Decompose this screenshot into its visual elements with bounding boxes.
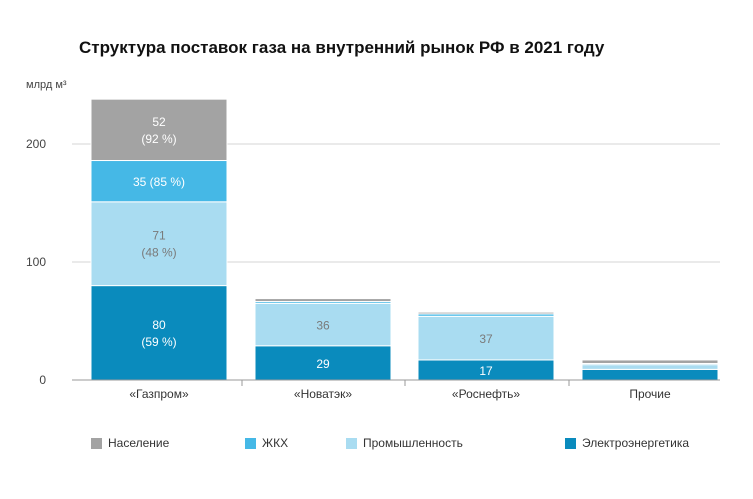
- legend-label-elektroenergetika: Электроэнергетика: [582, 436, 690, 450]
- data-label-0-0: 80: [152, 318, 166, 332]
- data-sublabel-1-0: (48 %): [141, 246, 176, 260]
- legend-label-promyshlennost: Промышленность: [363, 436, 463, 450]
- y-axis-label: млрд м³: [26, 79, 67, 91]
- y-tick-label-200: 200: [26, 137, 46, 151]
- legend: Население ЖКХ Промышленность Электроэнер…: [0, 436, 753, 456]
- x-tick-label-1: «Новатэк»: [294, 387, 353, 401]
- bar-0-1: [254, 345, 392, 381]
- bar-1-2: [417, 315, 555, 361]
- legend-swatch-naselenie: [91, 437, 102, 449]
- bar-3-0: [90, 98, 228, 162]
- bar-0-3: [581, 368, 719, 381]
- data-label-3-0: 52: [152, 115, 166, 129]
- bar-1-0: [90, 201, 228, 287]
- bars-layer: [90, 98, 719, 381]
- labels-layer: 80 (59 %) 29 17 71 (48 %) 36 37 35 (85 %) 52 (92 %…: [133, 115, 493, 378]
- data-label-0-2: 17: [479, 364, 493, 378]
- bar-3-3: [581, 359, 719, 364]
- chart-title: Структура поставок газа на внутренний ры…: [79, 38, 605, 57]
- bar-1-1: [254, 302, 392, 347]
- data-label-1-2: 37: [479, 332, 493, 346]
- data-sublabel-0-0: (59 %): [141, 335, 176, 349]
- legend-item-naselenie: Население: [91, 436, 169, 450]
- data-label-1-0: 71: [152, 229, 166, 243]
- x-tick-label-0: «Газпром»: [129, 387, 189, 401]
- bar-0-0: [90, 285, 228, 381]
- data-sublabel-3-0: (92 %): [141, 132, 176, 146]
- axis-layer: 0 100 200 млрд м³ «Газпром» «Новатэк» «Роснефт…: [26, 79, 720, 401]
- legend-item-promyshlennost: Промышленность: [346, 436, 463, 450]
- legend-item-elektroenergetika: Электроэнергетика: [565, 436, 689, 450]
- legend-swatch-elektroenergetika: [565, 437, 576, 449]
- y-tick-label-100: 100: [26, 255, 46, 269]
- legend-label-naselenie: Население: [108, 436, 170, 450]
- data-label-2-0: 35 (85 %): [133, 175, 185, 189]
- x-tick-label-3: Прочие: [629, 387, 671, 401]
- bar-3-1: [254, 298, 392, 303]
- bar-2-0: [90, 160, 228, 203]
- legend-item-zhkh: ЖКХ: [245, 436, 288, 450]
- legend-swatch-zhkh: [245, 437, 256, 449]
- x-tick-label-2: «Роснефть»: [452, 387, 520, 401]
- data-label-1-1: 36: [316, 319, 330, 333]
- data-label-0-1: 29: [316, 357, 330, 371]
- y-tick-label-0: 0: [39, 373, 46, 387]
- bar-1-3: [581, 364, 719, 370]
- bar-3-2: [417, 311, 555, 315]
- legend-swatch-promyshlennost: [346, 437, 357, 449]
- legend-label-zhkh: ЖКХ: [262, 436, 289, 450]
